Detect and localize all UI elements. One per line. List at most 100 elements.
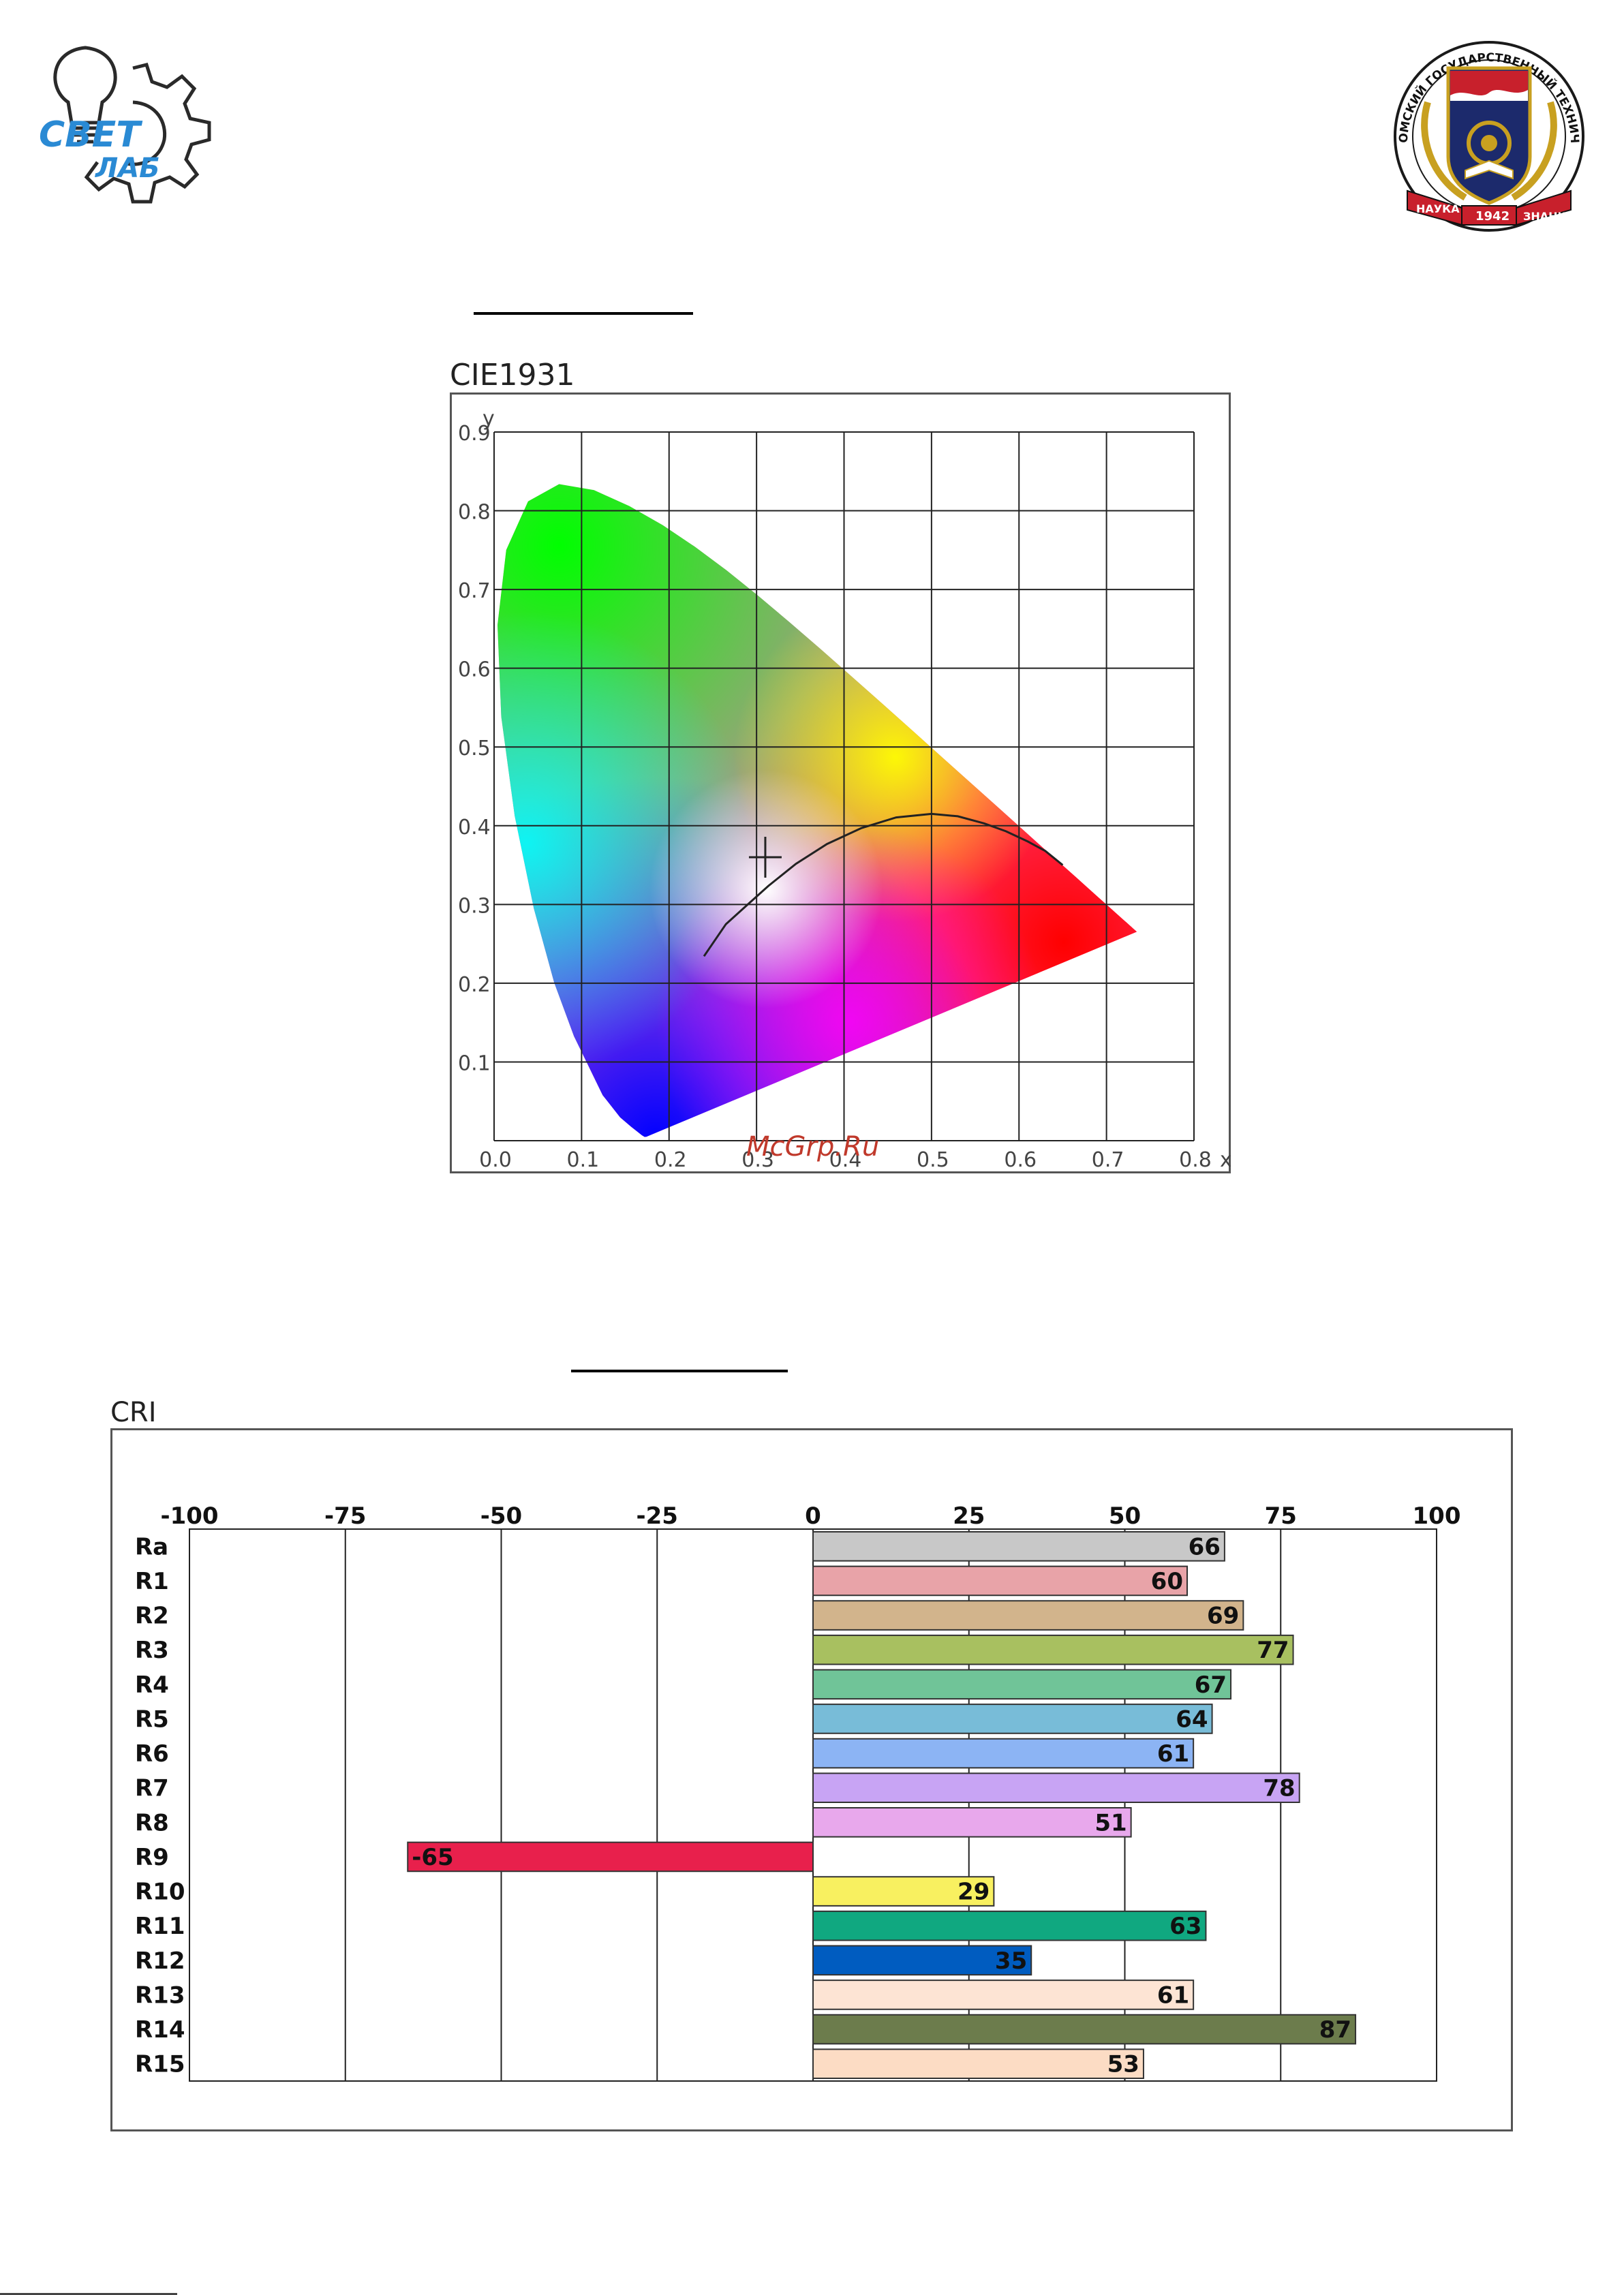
cri-category-r7: R7 <box>135 1775 169 1802</box>
cri-value-r3: 77 <box>1257 1637 1289 1664</box>
cri-category-r2: R2 <box>135 1603 169 1630</box>
cri-bar-r15 <box>812 2048 1144 2079</box>
cie-gamut-fill <box>497 484 1137 1137</box>
cie-y-tick-7: 0.7 <box>458 579 491 603</box>
cri-bar-r13 <box>812 1980 1195 2010</box>
svetlab-logo: СВЕТ ЛАБ <box>39 46 211 204</box>
cri-value-r1: 60 <box>1151 1568 1183 1595</box>
cri-value-ra: 66 <box>1189 1533 1221 1560</box>
cri-category-r15: R15 <box>135 2051 185 2078</box>
cri-category-r10: R10 <box>135 1879 185 1906</box>
cri-bar-r12 <box>812 1945 1032 1976</box>
cri-bar-r14 <box>812 2014 1357 2045</box>
cri-bar-r9 <box>407 1841 814 1873</box>
watermark-text: McGrp.Ru <box>746 1131 880 1162</box>
cie-x-tick-6: 0.6 <box>1004 1148 1037 1172</box>
cri-bar-r5 <box>812 1704 1213 1734</box>
cri-category-r1: R1 <box>135 1568 169 1595</box>
cri-value-r9: -65 <box>412 1844 453 1871</box>
cri-chart: -100 -75 -50 -25 0 25 50 75 100 Ra 66 R1 60 R2 69 R3 77 R… <box>135 1503 1460 2082</box>
cie-x-tick-2: 0.2 <box>654 1148 687 1172</box>
cie-x-tick-8: 0.8 <box>1179 1148 1212 1172</box>
cri-value-r13: 61 <box>1157 1982 1189 2009</box>
cri-bar-ra <box>812 1531 1225 1562</box>
cri-bar-r3 <box>812 1634 1294 1665</box>
cri-bar-r7 <box>812 1772 1300 1803</box>
cri-category-r9: R9 <box>135 1844 169 1871</box>
cie-y-tick-3: 0.3 <box>458 894 491 918</box>
cri-bar-r8 <box>812 1807 1132 1838</box>
shield-icon <box>1446 66 1532 205</box>
cie-chart-title: CIE1931 <box>450 358 575 392</box>
cri-x-tick-8: 100 <box>1413 1503 1461 1530</box>
cri-category-r13: R13 <box>135 1982 185 2009</box>
cri-bar-r4 <box>812 1669 1232 1700</box>
cri-value-r4: 67 <box>1195 1672 1227 1699</box>
cie-y-tick-5: 0.5 <box>458 737 491 760</box>
cie-tick-labels: 0.0 0.1 0.2 0.3 0.4 0.5 0.6 0.7 0.8 x 0.1 0.2 0.3 0.4… <box>458 407 1231 1172</box>
ribbon-text-mid: 1942 <box>1475 209 1510 224</box>
cie-x-tick-4: 0.4 <box>829 1148 862 1172</box>
cri-x-tick-2: -50 <box>480 1503 522 1530</box>
svetlab-logo-line1: СВЕТ <box>39 114 142 155</box>
cri-value-r15: 53 <box>1107 2051 1139 2078</box>
cri-x-tick-3: -25 <box>637 1503 678 1530</box>
laurel-icon <box>1421 101 1557 201</box>
gear-icon <box>84 63 211 204</box>
cri-category-r4: R4 <box>135 1672 169 1699</box>
svetlab-logo-line2: ЛАБ <box>95 153 160 184</box>
footer-rule <box>0 2293 177 2295</box>
lightbulb-icon <box>53 46 117 144</box>
cie-x-tick-3: 0.3 <box>741 1148 774 1172</box>
ribbon-text-right: ЗНАНИЕ <box>1523 210 1574 223</box>
cri-value-r8: 51 <box>1094 1809 1127 1836</box>
cri-x-tick-4: 0 <box>805 1503 821 1530</box>
cri-bar-r1 <box>812 1565 1188 1597</box>
ribbon-text-left: НАУКА <box>1416 202 1460 215</box>
cie-x-tick-5: 0.5 <box>917 1148 949 1172</box>
planckian-locus <box>703 812 1064 957</box>
cri-value-r14: 87 <box>1319 2016 1351 2044</box>
cri-category-r6: R6 <box>135 1740 169 1768</box>
cie-y-tick-1: 0.1 <box>458 1051 491 1075</box>
cie-curves <box>703 812 1064 957</box>
cri-value-r11: 63 <box>1169 1913 1201 1940</box>
cri-x-tick-5: 25 <box>953 1503 985 1530</box>
cri-value-r10: 29 <box>957 1879 990 1906</box>
cri-bar-r10 <box>812 1876 995 1907</box>
cri-category-r8: R8 <box>135 1809 169 1836</box>
cri-bar-r2 <box>812 1600 1244 1631</box>
ribbon <box>1407 189 1572 226</box>
cri-category-ra: Ra <box>135 1533 168 1560</box>
cri-category-r11: R11 <box>135 1913 185 1940</box>
cri-x-tick-7: 75 <box>1265 1503 1297 1530</box>
section-underline-cie <box>474 312 693 315</box>
cri-category-r3: R3 <box>135 1637 169 1664</box>
cie-y-tick-6: 0.6 <box>458 658 491 682</box>
cri-x-tick-6: 50 <box>1109 1503 1141 1530</box>
cri-value-r5: 64 <box>1176 1706 1208 1733</box>
section-underline-cri <box>571 1370 788 1372</box>
cri-chart-title: CRI <box>110 1397 157 1428</box>
cri-value-r2: 69 <box>1207 1603 1239 1630</box>
cie-chart-frame <box>450 392 1231 1173</box>
cie-grid <box>493 431 1195 1141</box>
cri-chart-frame <box>110 1428 1513 2131</box>
cie-y-tick-8: 0.8 <box>458 501 491 525</box>
university-emblem: ОМСКИЙ ГОСУДАРСТВЕННЫЙ ТЕХНИЧЕСКИЙ УНИВЕ… <box>1377 27 1584 232</box>
cie-x-tick-1: 0.1 <box>567 1148 600 1172</box>
cri-value-r7: 78 <box>1263 1775 1295 1802</box>
cri-bar-r6 <box>812 1738 1195 1769</box>
cri-labels: -100 -75 -50 -25 0 25 50 75 100 Ra 66 R1 60 R2 69 R3 77 R… <box>135 1503 1460 2078</box>
cie-y-axis-label: y <box>482 407 495 431</box>
cri-bars <box>407 1531 1357 2079</box>
cri-category-r12: R12 <box>135 1947 185 1975</box>
cri-x-tick-0: -100 <box>160 1503 218 1530</box>
cri-category-r14: R14 <box>135 2016 185 2044</box>
cri-bar-r11 <box>812 1910 1207 1941</box>
cri-category-r5: R5 <box>135 1706 169 1733</box>
cie-y-tick-2: 0.2 <box>458 973 491 997</box>
cri-value-r6: 61 <box>1157 1740 1189 1768</box>
cie-x-axis-label: x <box>1220 1148 1231 1172</box>
cie-x-tick-0: 0.0 <box>479 1148 512 1172</box>
